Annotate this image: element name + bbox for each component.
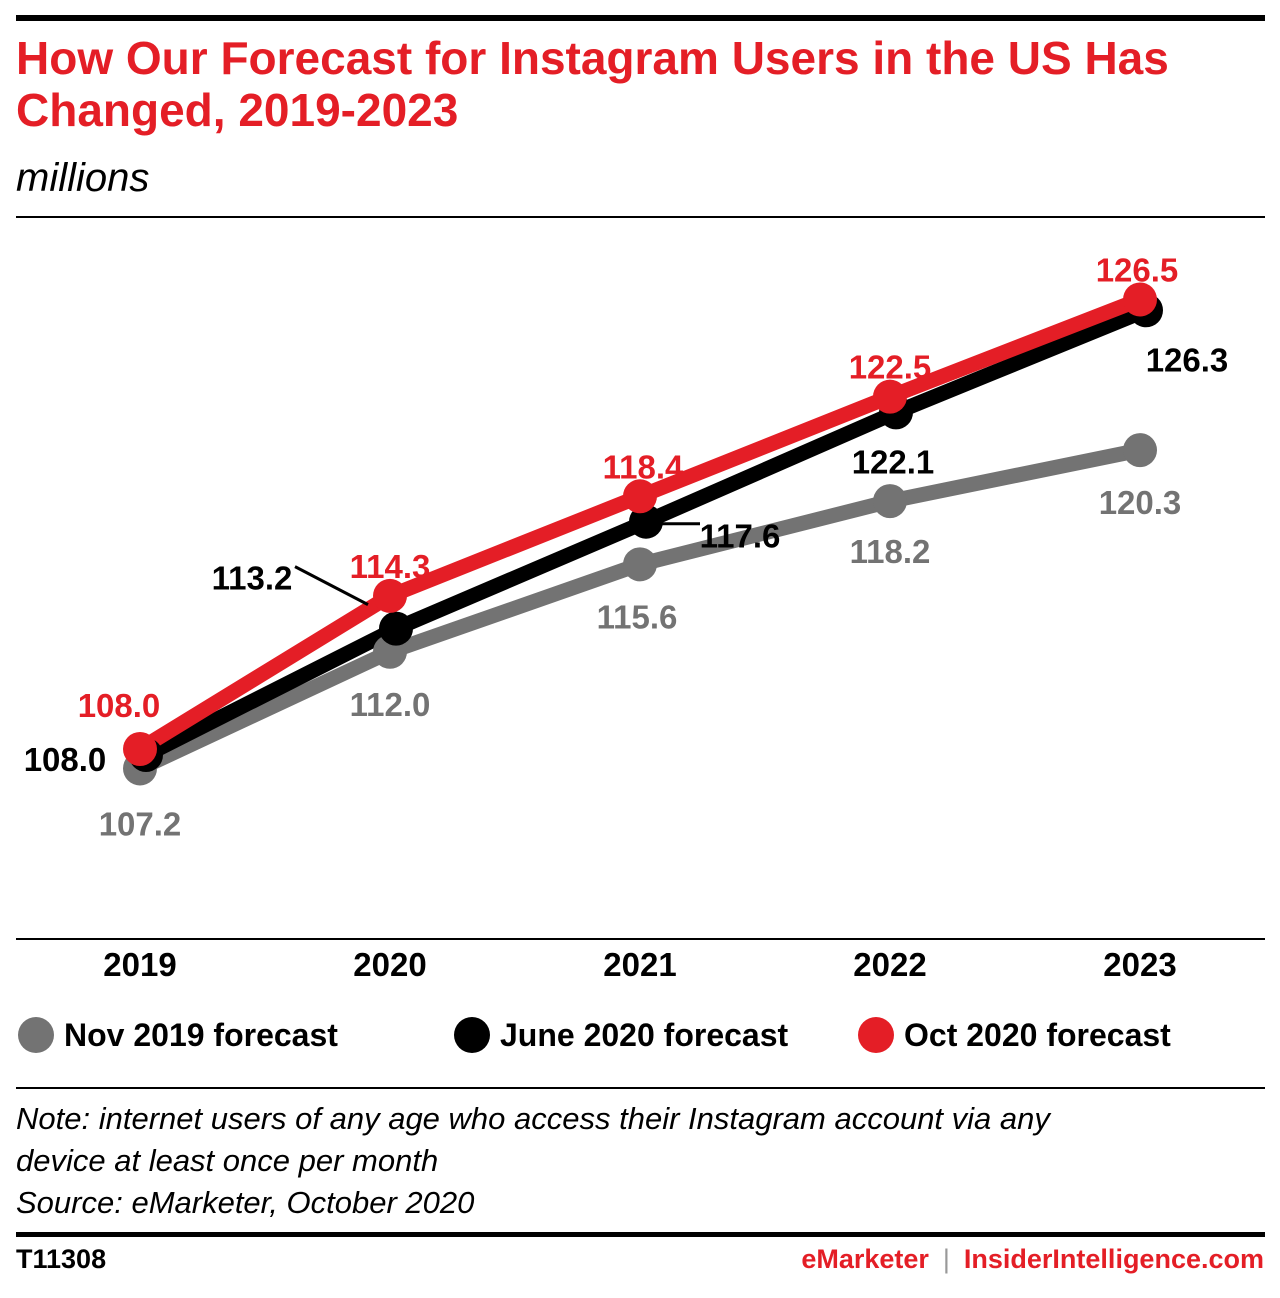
chart-id: T11308	[16, 1244, 107, 1274]
legend: Nov 2019 forecast June 2020 forecast Oct…	[16, 1010, 1256, 1060]
data-label-oct-2020: 126.5	[1096, 251, 1179, 288]
legend-label: June 2020 forecast	[500, 1016, 789, 1053]
title-divider	[16, 216, 1265, 218]
data-label-nov-2019: 120.3	[1099, 484, 1182, 521]
chart-subtitle: millions	[16, 156, 150, 200]
leader-lines	[294, 522, 700, 606]
legend-item-nov-2019: Nov 2019 forecast	[18, 1010, 338, 1060]
data-point-oct-2020	[123, 732, 157, 766]
data-point-nov-2019	[623, 547, 657, 582]
data-label-nov-2019: 115.6	[597, 598, 678, 635]
data-label-oct-2020: 108.0	[78, 687, 161, 724]
x-axis-line	[16, 938, 1265, 940]
note-block: Note: internet users of any age who acce…	[16, 1098, 1256, 1224]
data-label-june-2020: 117.6	[700, 518, 781, 555]
data-label-nov-2019: 112.0	[350, 686, 431, 723]
note-line: device at least once per month	[16, 1143, 439, 1178]
x-tick-label: 2019	[103, 946, 176, 983]
data-point-june-2020	[379, 611, 413, 646]
brand: eMarketer | InsiderIntelligence.com	[801, 1244, 1264, 1275]
brand-separator: |	[942, 1244, 950, 1274]
x-tick-label: 2022	[853, 946, 926, 983]
data-label-oct-2020: 122.5	[849, 349, 932, 386]
x-tick-label: 2020	[353, 946, 426, 983]
note-line: Note: internet users of any age who acce…	[16, 1101, 1050, 1136]
brand-emarketer: eMarketer	[801, 1244, 929, 1274]
data-label-june-2020: 108.0	[24, 741, 107, 778]
data-point-oct-2020	[373, 578, 407, 613]
legend-item-june-2020: June 2020 forecast	[454, 1010, 788, 1060]
legend-dot-icon	[18, 1017, 54, 1053]
data-point-june-2020	[629, 504, 663, 539]
footer-rule	[16, 1232, 1265, 1237]
source-line: Source: eMarketer, October 2020	[16, 1185, 475, 1220]
data-labels: 107.2 112.0 115.6 118.2 120.3 108.0 113.2 117.6…	[24, 251, 1229, 842]
x-axis-labels: 2019 2020 2021 2022 2023	[103, 946, 1176, 983]
x-tick-label: 2023	[1103, 946, 1176, 983]
data-point-oct-2020	[873, 379, 907, 414]
data-label-nov-2019: 118.2	[850, 533, 931, 570]
data-point-oct-2020	[623, 479, 657, 514]
data-label-nov-2019: 107.2	[99, 805, 182, 842]
leader-line	[294, 565, 369, 606]
top-rule	[16, 15, 1265, 21]
data-label-june-2020: 113.2	[212, 560, 293, 597]
data-point-nov-2019	[873, 484, 907, 519]
data-point-oct-2020	[1123, 282, 1157, 317]
brand-insider-link[interactable]: InsiderIntelligence.com	[963, 1244, 1264, 1274]
series-points	[123, 282, 1163, 786]
data-label-oct-2020: 114.3	[350, 548, 431, 585]
data-label-june-2020: 122.1	[852, 443, 935, 480]
data-label-oct-2020: 118.4	[603, 448, 684, 485]
x-tick-label: 2021	[603, 946, 676, 983]
legend-label: Oct 2020 forecast	[904, 1016, 1171, 1053]
legend-item-oct-2020: Oct 2020 forecast	[858, 1010, 1171, 1060]
legend-divider	[16, 1087, 1265, 1089]
legend-dot-icon	[858, 1017, 894, 1053]
chart-title: How Our Forecast for Instagram Users in …	[16, 32, 1169, 136]
legend-label: Nov 2019 forecast	[64, 1016, 338, 1053]
legend-dot-icon	[454, 1017, 490, 1053]
data-label-june-2020: 126.3	[1146, 341, 1229, 378]
data-point-nov-2019	[1123, 433, 1157, 468]
line-chart: 107.2 112.0 115.6 118.2 120.3 108.0 113.2 117.6…	[24, 251, 1229, 983]
